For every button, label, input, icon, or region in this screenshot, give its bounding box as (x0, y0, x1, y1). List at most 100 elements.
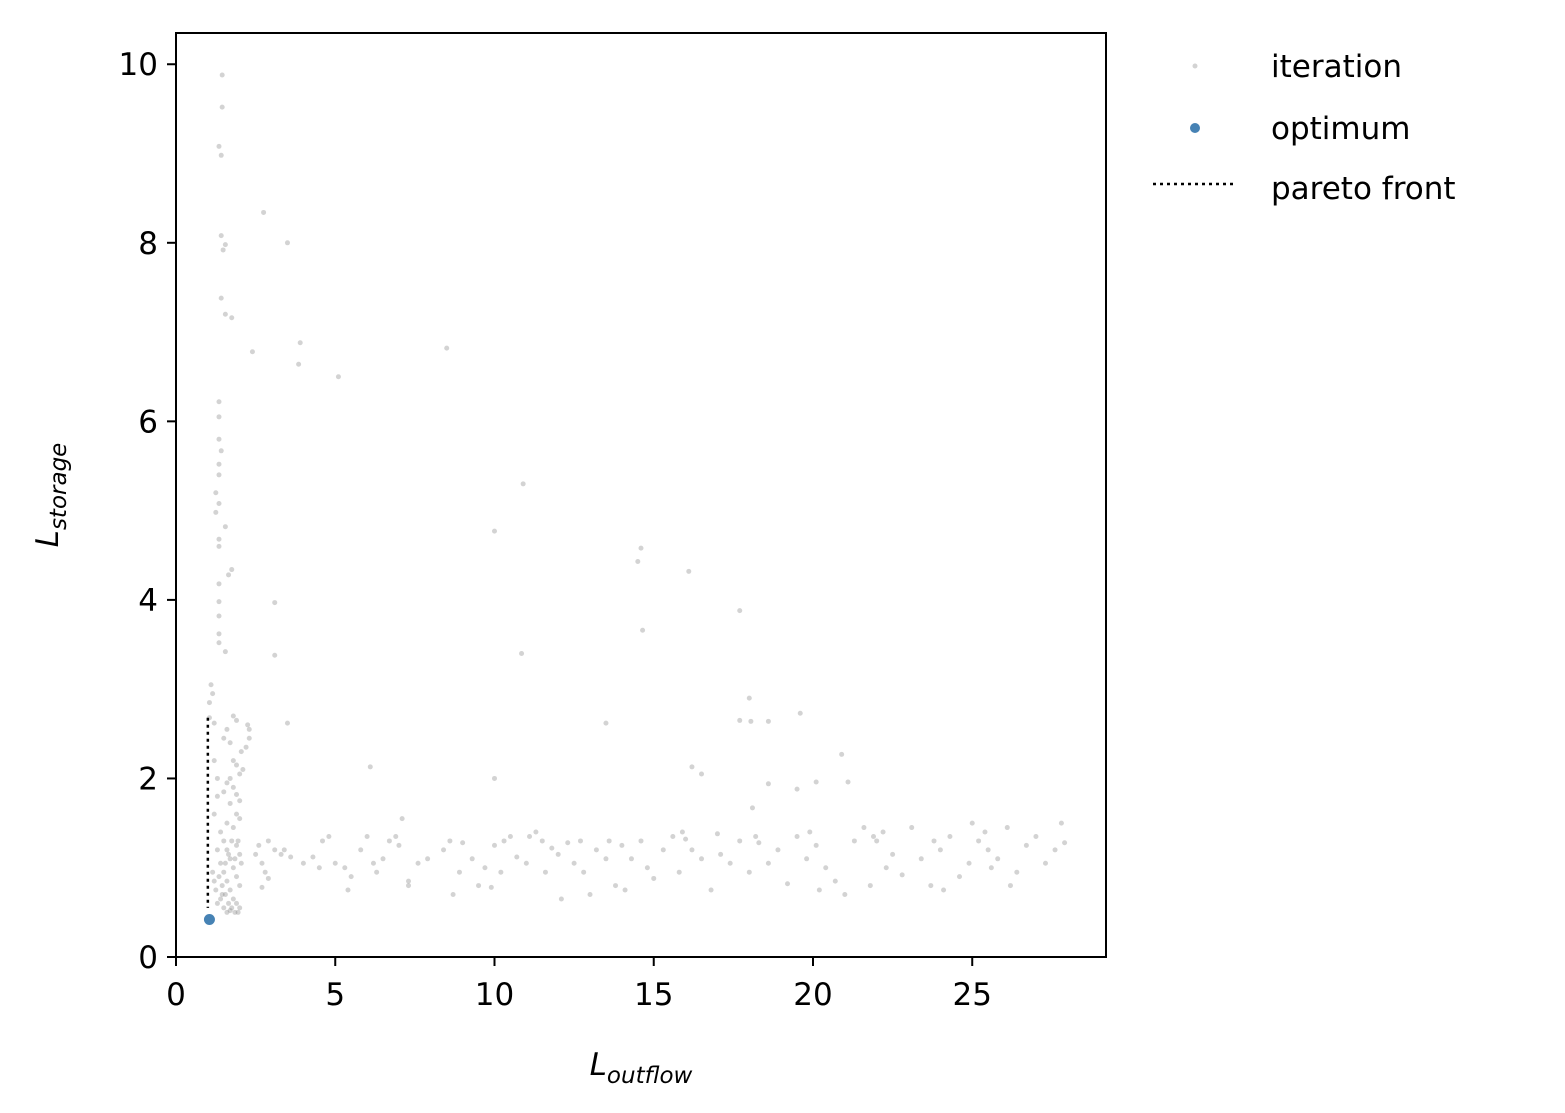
iteration-point (1042, 860, 1048, 866)
iteration-point (222, 524, 228, 530)
iteration-point (238, 749, 244, 755)
iteration-point (296, 361, 302, 367)
iteration-point (794, 833, 800, 839)
iteration-point (216, 399, 222, 405)
iteration-point (899, 872, 905, 878)
iteration-point (651, 875, 657, 881)
iteration-point (216, 461, 222, 467)
iteration-point (587, 892, 593, 898)
optimum-series (203, 914, 215, 926)
iteration-point (230, 713, 236, 719)
iteration-point (218, 448, 224, 454)
iteration-point (265, 838, 271, 844)
iteration-point (262, 869, 268, 875)
x-axis: 0 5 10 15 20 25 (166, 957, 992, 1013)
iteration-point (644, 865, 650, 871)
iteration-point (941, 887, 947, 893)
x-tick-label: 25 (953, 977, 992, 1013)
iteration-point (1033, 833, 1039, 839)
iteration-point (342, 865, 348, 871)
iteration-point (804, 856, 810, 862)
x-tick-label: 10 (475, 977, 514, 1013)
legend: iteration optimum pareto front (1153, 49, 1456, 207)
iteration-point (237, 851, 243, 857)
optimum-point (203, 914, 215, 926)
iteration-point (976, 838, 982, 844)
iteration-point (229, 315, 235, 321)
iteration-point (1062, 840, 1068, 846)
iteration-point (593, 847, 599, 853)
iteration-point (966, 860, 972, 866)
iteration-point (985, 847, 991, 853)
iteration-point (539, 838, 545, 844)
iteration-point (227, 740, 233, 746)
iteration-point (218, 295, 224, 301)
y-tick-label: 6 (138, 404, 158, 440)
iteration-point (622, 887, 628, 893)
iteration-point (718, 851, 724, 857)
y-axis: 0 2 4 6 8 10 (119, 47, 176, 976)
iteration-point (230, 896, 236, 902)
iteration-point (491, 775, 497, 781)
iteration-point (765, 860, 771, 866)
iteration-point (785, 881, 791, 887)
iteration-point (238, 860, 244, 866)
iteration-point (380, 856, 386, 862)
iteration-point (444, 345, 450, 351)
iteration-point (638, 838, 644, 844)
iteration-point (542, 869, 548, 875)
iteration-point (213, 887, 219, 893)
iteration-point (320, 838, 326, 844)
iteration-point (222, 311, 228, 317)
iteration-point (234, 874, 240, 880)
iteration-point (261, 209, 267, 215)
iteration-point (660, 847, 666, 853)
iteration-point (406, 883, 411, 889)
iteration-point (555, 851, 561, 857)
iteration-point (226, 572, 232, 578)
iteration-point (211, 720, 217, 726)
iteration-point (603, 856, 609, 862)
iteration-point (737, 608, 743, 614)
iteration-point (374, 869, 380, 875)
iteration-point (386, 838, 392, 844)
legend-optimum-label: optimum (1271, 111, 1410, 147)
iteration-point (931, 838, 937, 844)
iteration-point (638, 545, 644, 551)
iteration-point (216, 874, 222, 880)
iteration-point (393, 833, 399, 839)
iteration-point (748, 718, 754, 724)
iteration-point (216, 631, 222, 637)
iteration-point (995, 856, 1001, 862)
iteration-point (370, 860, 376, 866)
y-tick-label: 4 (138, 583, 158, 619)
iteration-point (514, 854, 520, 860)
iteration-point (619, 842, 625, 848)
iteration-point (281, 847, 287, 853)
iteration-point (890, 851, 896, 857)
iteration-point (699, 771, 705, 777)
iteration-point (232, 856, 238, 862)
iteration-point (699, 856, 705, 862)
iteration-point (272, 600, 278, 606)
iteration-point (216, 536, 222, 542)
y-tick-label: 2 (138, 761, 158, 797)
iteration-point (253, 851, 259, 857)
iteration-point (460, 840, 466, 846)
iteration-point (676, 869, 682, 875)
iteration-point (234, 811, 240, 817)
iteration-point (491, 528, 497, 534)
iteration-point (1023, 842, 1029, 848)
iteration-point (488, 884, 494, 890)
iteration-point (737, 717, 743, 723)
iteration-point (807, 829, 813, 835)
x-tick-label: 0 (166, 977, 186, 1013)
iteration-point (1052, 847, 1058, 853)
iteration-point (235, 838, 241, 844)
legend-iteration-label: iteration (1271, 49, 1402, 85)
iteration-point (221, 905, 227, 911)
iteration-point (507, 833, 513, 839)
iteration-point (613, 883, 619, 889)
iteration-point (498, 869, 504, 875)
